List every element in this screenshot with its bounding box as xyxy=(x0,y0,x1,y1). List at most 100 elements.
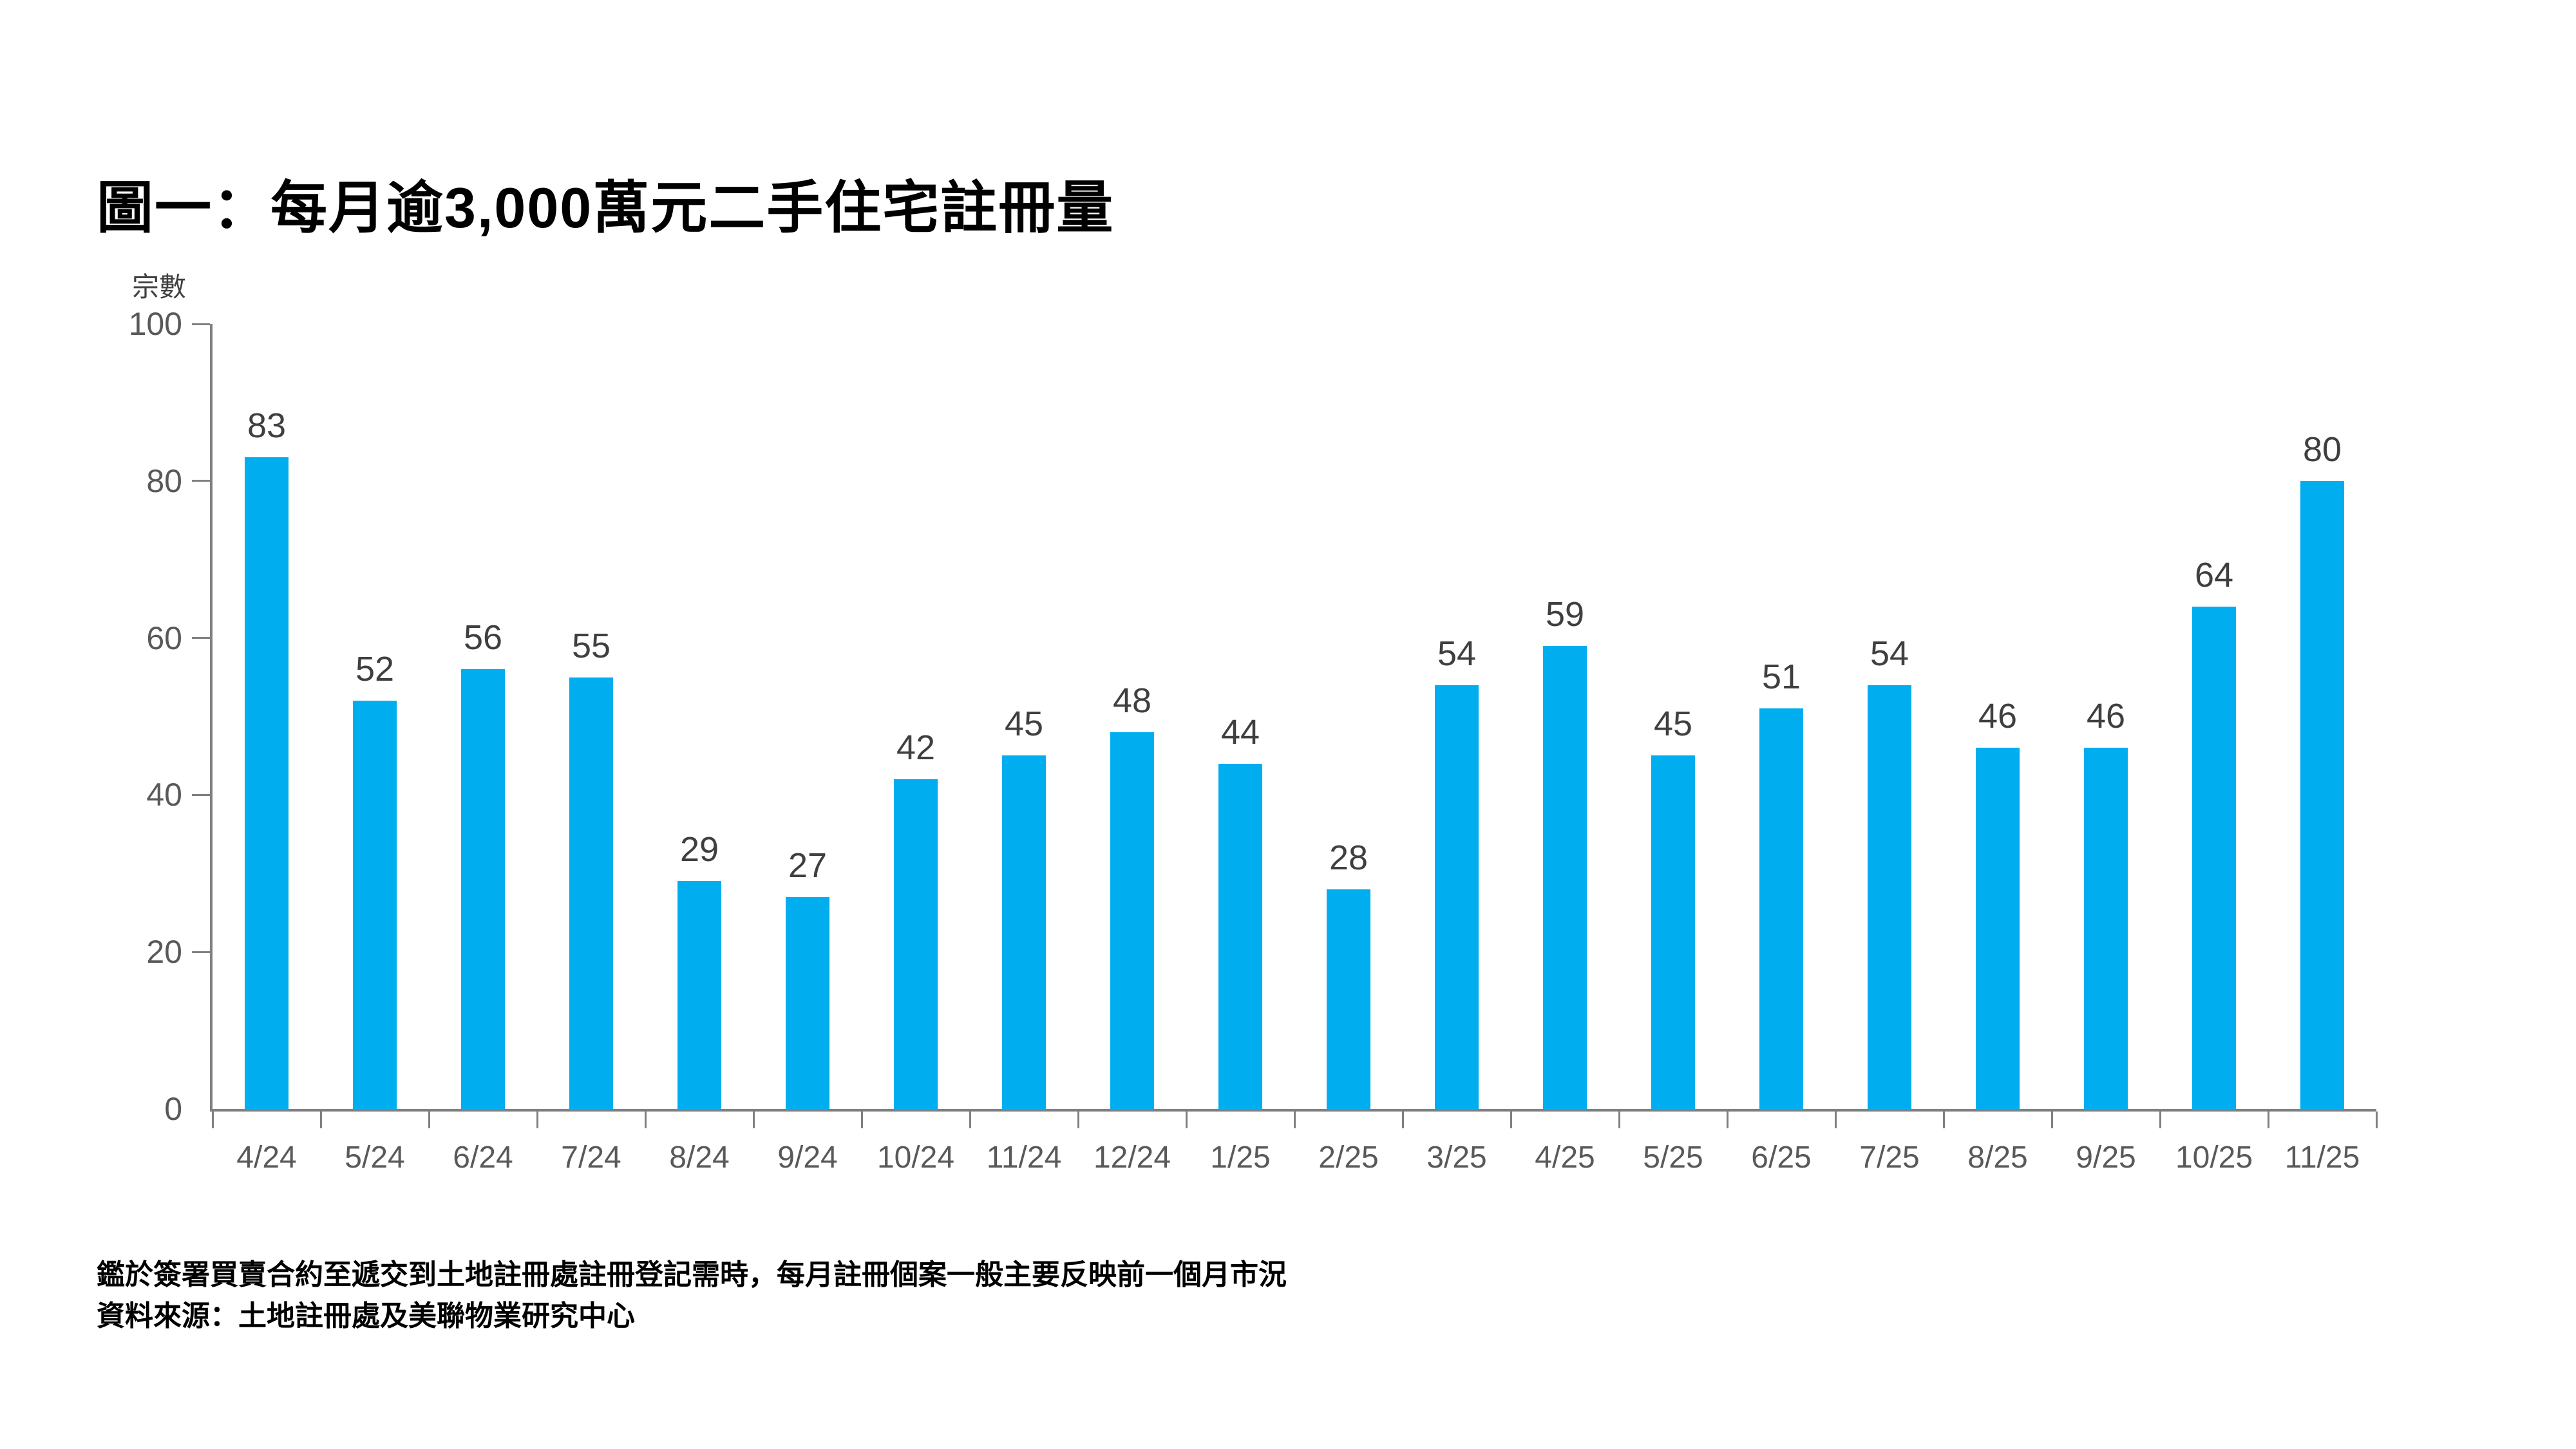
x-axis-tick-label: 8/24 xyxy=(669,1141,730,1175)
x-axis-tick xyxy=(2375,1112,2378,1128)
x-axis-tick-label: 9/24 xyxy=(777,1141,838,1175)
x-axis-tick-label: 11/24 xyxy=(986,1141,1062,1175)
x-axis-tick-label: 6/24 xyxy=(453,1141,513,1175)
bar-value-label: 45 xyxy=(1653,705,1693,744)
bar-value-label: 27 xyxy=(788,846,828,885)
bar-value-label: 45 xyxy=(1004,705,1044,744)
x-axis-tick xyxy=(319,1112,322,1128)
y-axis-tick-label: 60 xyxy=(146,620,182,656)
bar xyxy=(1435,685,1479,1109)
bar xyxy=(569,677,613,1109)
y-axis-tick-label: 40 xyxy=(146,777,182,813)
bar-value-label: 28 xyxy=(1329,838,1368,877)
x-axis-line xyxy=(210,1109,2376,1112)
x-axis-tick xyxy=(1510,1112,1512,1128)
x-axis-tick-label: 11/25 xyxy=(2284,1141,2360,1175)
x-axis-tick-label: 7/25 xyxy=(1859,1141,1920,1175)
bar xyxy=(894,779,938,1109)
x-axis-tick-label: 12/24 xyxy=(1093,1141,1171,1175)
bar-value-label: 52 xyxy=(355,650,395,689)
bar-value-label: 42 xyxy=(896,728,936,768)
bar-value-label: 48 xyxy=(1112,681,1152,720)
bar xyxy=(1651,755,1695,1109)
y-axis-unit-label: 宗數 xyxy=(132,272,187,302)
bar-value-label: 64 xyxy=(2194,555,2234,594)
bar xyxy=(1218,763,1262,1109)
bar-value-label: 56 xyxy=(463,618,503,658)
bar xyxy=(2084,748,2128,1109)
x-axis-tick xyxy=(2267,1112,2269,1128)
x-axis-tick xyxy=(2159,1112,2161,1128)
x-axis-tick-label: 4/24 xyxy=(236,1141,297,1175)
x-axis-tick-label: 5/25 xyxy=(1643,1141,1703,1175)
x-axis-tick xyxy=(1834,1112,1837,1128)
x-axis-tick-label: 5/24 xyxy=(345,1141,405,1175)
x-axis-tick xyxy=(2050,1112,2053,1128)
x-axis-tick-label: 6/25 xyxy=(1751,1141,1812,1175)
bar xyxy=(1110,732,1154,1109)
y-axis-tick-label: 0 xyxy=(164,1091,182,1127)
bar xyxy=(677,881,721,1109)
y-axis-tick-label: 100 xyxy=(128,306,182,342)
x-axis-tick-label: 3/25 xyxy=(1426,1141,1487,1175)
x-axis-tick-label: 10/25 xyxy=(2175,1141,2253,1175)
x-axis-tick xyxy=(1401,1112,1404,1128)
x-axis-tick xyxy=(1077,1112,1079,1128)
chart-title: 圖一：每月逾3,000萬元二手住宅註冊量 xyxy=(97,176,1115,240)
bar xyxy=(2300,480,2344,1109)
x-axis-tick xyxy=(644,1112,647,1128)
bar-value-label: 54 xyxy=(1870,634,1909,673)
bar xyxy=(1002,755,1046,1109)
bar xyxy=(1543,645,1587,1109)
y-axis-tick xyxy=(192,480,210,482)
bar-value-label: 59 xyxy=(1545,594,1585,634)
bar-value-label: 80 xyxy=(2302,430,2342,469)
bar-value-label: 46 xyxy=(2086,697,2126,736)
bar-value-label: 51 xyxy=(1761,658,1801,697)
bar xyxy=(461,669,505,1109)
y-axis-tick xyxy=(192,637,210,639)
x-axis-tick-label: 4/25 xyxy=(1535,1141,1595,1175)
y-axis-tick-label: 80 xyxy=(146,462,182,499)
chart-footnotes: 鑑於簽署買賣合約至遞交到土地註冊處註冊登記需時，每月註冊個案一般主要反映前一個月… xyxy=(97,1255,1287,1337)
bar xyxy=(245,457,289,1109)
footnote-note: 鑑於簽署買賣合約至遞交到土地註冊處註冊登記需時，每月註冊個案一般主要反映前一個月… xyxy=(97,1259,1287,1291)
bar xyxy=(786,896,829,1109)
y-axis-tick xyxy=(192,323,210,325)
bar xyxy=(353,701,397,1109)
bar-value-label: 29 xyxy=(679,830,719,869)
bar-value-label: 44 xyxy=(1220,712,1260,752)
bar xyxy=(1759,708,1803,1109)
x-axis-tick xyxy=(1726,1112,1728,1128)
x-axis-tick xyxy=(1618,1112,1620,1128)
x-axis-tick xyxy=(1942,1112,1945,1128)
x-axis-tick xyxy=(752,1112,755,1128)
bar xyxy=(1868,685,1911,1109)
bar-value-label: 54 xyxy=(1437,634,1477,673)
bar xyxy=(1327,889,1370,1109)
x-axis-tick-label: 8/25 xyxy=(1967,1141,2028,1175)
x-axis-tick xyxy=(1185,1112,1188,1128)
x-axis-tick xyxy=(969,1112,971,1128)
x-axis-tick-label: 2/25 xyxy=(1318,1141,1379,1175)
x-axis-tick xyxy=(211,1112,214,1128)
footnote-source: 資料來源：土地註冊處及美聯物業研究中心 xyxy=(97,1300,635,1332)
x-axis-tick-label: 7/24 xyxy=(561,1141,621,1175)
y-axis-tick-label: 20 xyxy=(146,934,182,971)
x-axis-tick-label: 10/24 xyxy=(876,1141,955,1175)
y-axis-tick xyxy=(192,951,210,953)
bar xyxy=(2192,606,2236,1109)
y-axis-tick xyxy=(192,793,210,796)
bar-value-label: 46 xyxy=(1978,697,2018,736)
x-axis-tick-label: 1/25 xyxy=(1210,1141,1271,1175)
x-axis-tick xyxy=(860,1112,863,1128)
y-axis-line xyxy=(210,324,213,1112)
x-axis-tick xyxy=(536,1112,538,1128)
x-axis-tick-label: 9/25 xyxy=(2076,1141,2136,1175)
bar-value-label: 55 xyxy=(571,626,611,665)
x-axis-tick xyxy=(1293,1112,1296,1128)
bar xyxy=(1976,748,2020,1109)
bar-value-label: 83 xyxy=(247,406,287,446)
